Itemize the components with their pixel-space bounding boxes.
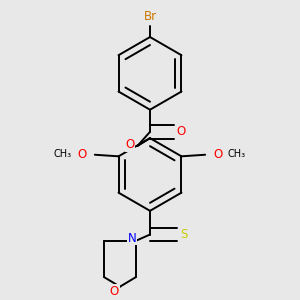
Text: O: O — [176, 125, 185, 138]
Text: O: O — [78, 148, 87, 160]
Text: O: O — [213, 148, 222, 160]
Text: CH₃: CH₃ — [228, 149, 246, 159]
Text: O: O — [110, 285, 119, 298]
Text: Br: Br — [143, 10, 157, 23]
Text: O: O — [125, 138, 134, 151]
Text: N: N — [128, 232, 136, 245]
Text: S: S — [180, 228, 188, 241]
Text: CH₃: CH₃ — [53, 149, 71, 159]
